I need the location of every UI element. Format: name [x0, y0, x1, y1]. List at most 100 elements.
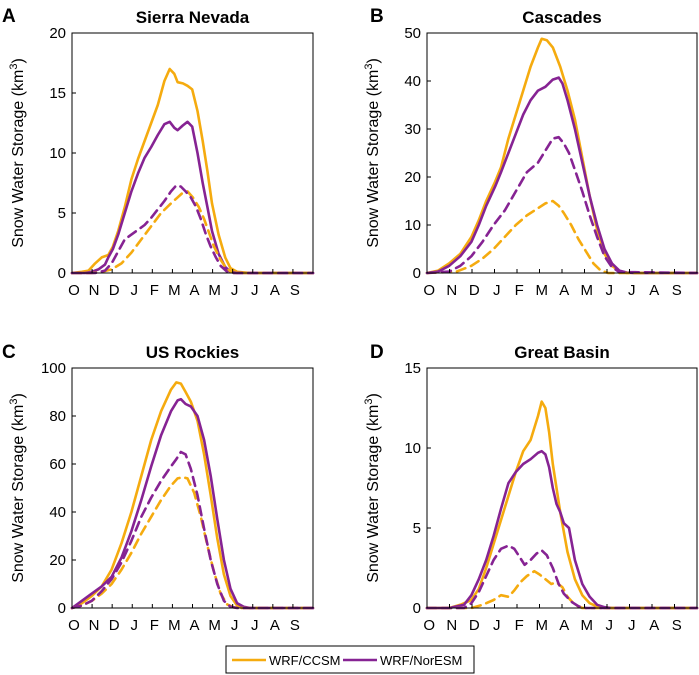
- panel-title: Cascades: [522, 8, 601, 27]
- y-tick-label: 0: [58, 600, 66, 617]
- y-tick-label: 60: [49, 456, 66, 473]
- y-tick-label: 40: [404, 73, 421, 90]
- x-tick-label: M: [168, 617, 181, 634]
- y-tick-label: 50: [404, 25, 421, 42]
- series-line-wrf-noresm-solid: [425, 76, 699, 275]
- y-tick-label: 40: [49, 504, 66, 521]
- x-tick-label: J: [493, 617, 501, 634]
- x-tick-label: F: [150, 617, 159, 634]
- y-tick-label: 15: [404, 360, 421, 377]
- x-tick-label: J: [606, 282, 614, 299]
- series-line-wrf-ccsm-solid: [425, 400, 699, 610]
- x-tick-label: J: [628, 617, 636, 634]
- x-tick-label: J: [628, 282, 636, 299]
- x-tick-label: F: [150, 282, 159, 299]
- series-line-wrf-ccsm-solid: [70, 381, 315, 610]
- x-tick-label: M: [168, 282, 181, 299]
- x-tick-label: J: [131, 617, 139, 634]
- legend-label-ccsm: WRF/CCSM: [269, 653, 341, 668]
- y-tick-label: 15: [49, 85, 66, 102]
- x-tick-label: J: [251, 282, 259, 299]
- panel-d: D Great Basin Snow Water Storage (km3) 0 5 10…: [363, 342, 699, 634]
- x-tick-label: J: [231, 282, 239, 299]
- y-tick-label: 80: [49, 408, 66, 425]
- series-line-wrf-noresm-solid: [70, 397, 315, 610]
- x-tick-label: O: [68, 282, 80, 299]
- x-tick-label: A: [190, 617, 200, 634]
- x-tick-label: S: [672, 282, 682, 299]
- series-line-wrf-ccsm-dashed: [70, 475, 315, 610]
- panel-letter: D: [370, 342, 384, 363]
- panel-letter: C: [2, 342, 16, 363]
- x-tick-label: N: [89, 617, 100, 634]
- y-tick-label: 5: [413, 520, 421, 537]
- series-line-wrf-noresm-dashed: [70, 450, 315, 610]
- panel-a: A Sierra Nevada Snow Water Storage (km3) 0 5…: [2, 6, 315, 299]
- series-line-wrf-noresm-solid: [425, 449, 699, 610]
- y-axis-label: Snow Water Storage (km3): [8, 58, 27, 248]
- panel-title: Great Basin: [514, 343, 609, 362]
- x-tick-label: O: [423, 282, 435, 299]
- panel-c: C US Rockies Snow Water Storage (km3) 0 20 40…: [2, 342, 315, 634]
- x-tick-label: A: [270, 282, 280, 299]
- legend-label-noresm: WRF/NorESM: [380, 653, 462, 668]
- x-tick-label: N: [446, 282, 457, 299]
- panel-letter: B: [370, 6, 384, 27]
- x-tick-label: N: [446, 617, 457, 634]
- y-axis-label: Snow Water Storage (km3): [8, 393, 27, 583]
- axes-box: [426, 367, 698, 609]
- x-tick-label: M: [536, 617, 549, 634]
- y-tick-label: 0: [413, 600, 421, 617]
- x-tick-label: A: [270, 617, 280, 634]
- x-tick-label: O: [68, 617, 80, 634]
- series-line-wrf-noresm-dashed: [70, 184, 315, 275]
- y-tick-label: 10: [49, 145, 66, 162]
- x-tick-label: J: [606, 617, 614, 634]
- y-tick-label: 0: [413, 265, 421, 282]
- x-tick-label: D: [469, 282, 480, 299]
- y-tick-label: 30: [404, 121, 421, 138]
- y-tick-label: 5: [58, 205, 66, 222]
- x-tick-label: S: [672, 617, 682, 634]
- y-tick-label: 10: [404, 440, 421, 457]
- y-tick-label: 20: [49, 25, 66, 42]
- series-line-wrf-ccsm-solid: [425, 37, 699, 275]
- x-tick-label: M: [208, 617, 221, 634]
- y-tick-label: 20: [49, 552, 66, 569]
- series-line-wrf-ccsm-dashed: [425, 199, 699, 275]
- x-tick-label: A: [649, 282, 659, 299]
- panel-letter: A: [2, 6, 16, 27]
- panel-b: B Cascades Snow Water Storage (km3) 0 10 20 30…: [363, 6, 699, 299]
- x-tick-label: J: [493, 282, 501, 299]
- x-tick-label: A: [559, 282, 569, 299]
- y-tick-label: 100: [41, 360, 66, 377]
- legend: WRF/CCSM WRF/NorESM: [225, 645, 475, 674]
- y-tick-label: 20: [404, 169, 421, 186]
- x-tick-label: D: [469, 617, 480, 634]
- series-line-wrf-ccsm-dashed: [70, 190, 315, 275]
- panel-title: US Rockies: [146, 343, 240, 362]
- x-tick-label: M: [581, 617, 594, 634]
- series-line-wrf-ccsm-solid: [70, 67, 315, 275]
- x-tick-label: J: [131, 282, 139, 299]
- x-tick-label: N: [89, 282, 100, 299]
- axes-box: [71, 32, 314, 274]
- y-tick-label: 10: [404, 217, 421, 234]
- x-tick-label: S: [290, 617, 300, 634]
- x-tick-label: A: [559, 617, 569, 634]
- x-tick-label: O: [423, 617, 435, 634]
- x-tick-label: J: [251, 617, 259, 634]
- x-tick-label: M: [581, 282, 594, 299]
- panel-title: Sierra Nevada: [136, 8, 250, 27]
- x-tick-label: M: [208, 282, 221, 299]
- x-tick-label: F: [515, 282, 524, 299]
- x-tick-label: J: [231, 617, 239, 634]
- y-axis-label: Snow Water Storage (km3): [363, 393, 382, 583]
- series-line-wrf-noresm-dashed: [425, 135, 699, 275]
- x-tick-label: D: [109, 282, 120, 299]
- x-tick-label: A: [190, 282, 200, 299]
- x-tick-label: S: [290, 282, 300, 299]
- x-tick-label: D: [109, 617, 120, 634]
- x-tick-label: M: [536, 282, 549, 299]
